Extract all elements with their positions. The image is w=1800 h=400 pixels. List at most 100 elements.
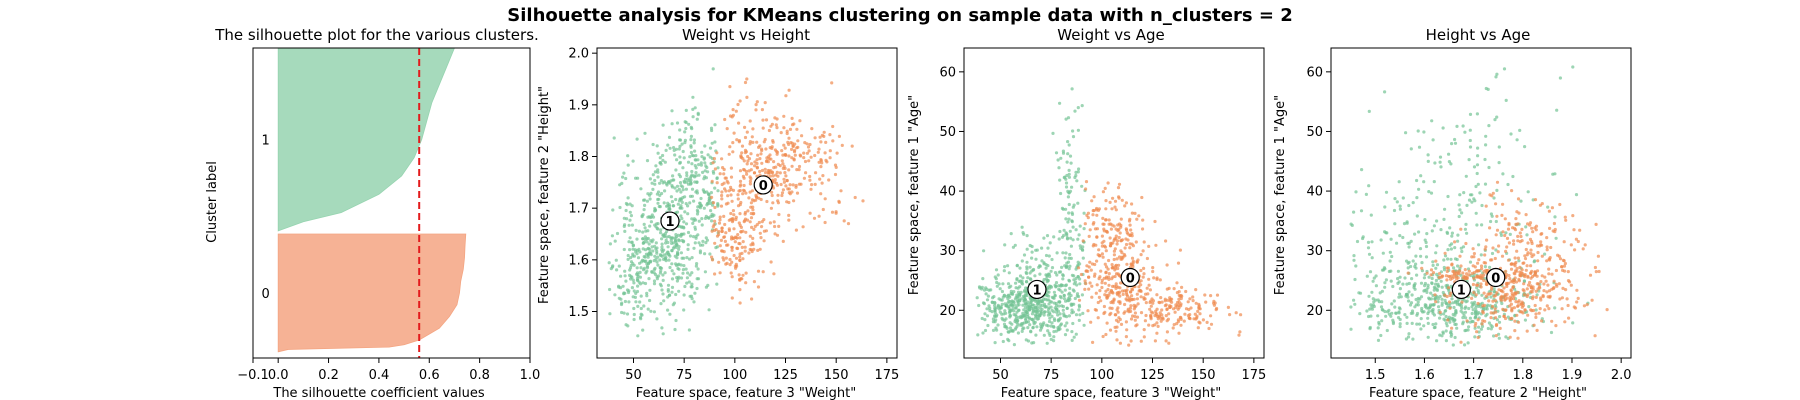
data-point bbox=[615, 268, 619, 272]
data-point bbox=[648, 288, 652, 292]
data-point bbox=[1423, 288, 1427, 292]
data-point bbox=[1108, 328, 1113, 332]
data-point bbox=[629, 277, 633, 281]
data-point bbox=[775, 170, 779, 174]
data-point bbox=[1022, 326, 1026, 330]
data-point bbox=[787, 213, 791, 217]
scatter-ytick-label: 1.7 bbox=[568, 202, 589, 217]
data-point bbox=[1564, 288, 1568, 292]
data-point bbox=[682, 264, 686, 268]
data-point bbox=[793, 153, 797, 157]
data-point bbox=[850, 144, 854, 148]
data-point bbox=[1145, 256, 1149, 261]
data-point bbox=[631, 254, 635, 258]
data-point bbox=[1449, 247, 1453, 251]
data-point bbox=[1125, 298, 1129, 302]
data-point bbox=[1463, 306, 1467, 310]
data-point bbox=[642, 208, 646, 212]
data-point bbox=[1073, 280, 1077, 284]
data-point bbox=[1115, 242, 1119, 246]
data-point bbox=[1068, 286, 1072, 290]
data-point bbox=[1396, 277, 1400, 281]
data-point bbox=[1546, 205, 1550, 209]
data-point bbox=[704, 164, 708, 168]
data-point bbox=[712, 157, 717, 161]
data-point bbox=[1479, 253, 1483, 257]
data-point bbox=[1160, 308, 1164, 312]
data-point bbox=[708, 146, 713, 150]
data-point bbox=[660, 326, 664, 330]
data-point bbox=[1483, 253, 1487, 257]
data-point bbox=[1120, 198, 1124, 202]
data-point bbox=[642, 240, 646, 244]
data-point bbox=[743, 125, 747, 129]
data-point bbox=[1003, 265, 1007, 269]
data-point bbox=[790, 147, 794, 151]
data-point bbox=[677, 238, 681, 242]
data-point bbox=[703, 270, 708, 274]
data-point bbox=[1367, 314, 1371, 319]
data-point bbox=[1113, 325, 1117, 329]
data-point bbox=[632, 281, 636, 285]
data-point bbox=[1526, 190, 1530, 194]
data-point bbox=[1209, 314, 1213, 318]
data-point bbox=[1560, 296, 1564, 300]
data-point bbox=[1025, 315, 1030, 319]
data-point bbox=[1110, 263, 1114, 267]
data-point bbox=[1134, 240, 1138, 244]
data-point bbox=[1581, 247, 1585, 251]
data-point bbox=[1042, 321, 1046, 325]
data-point bbox=[750, 135, 754, 139]
data-point bbox=[771, 139, 775, 143]
data-point bbox=[1033, 274, 1037, 278]
data-point bbox=[1119, 223, 1123, 227]
data-point bbox=[1394, 311, 1398, 315]
data-point bbox=[1458, 208, 1462, 212]
data-point bbox=[1411, 259, 1415, 263]
data-point bbox=[1058, 101, 1062, 105]
data-point bbox=[1554, 268, 1558, 273]
data-point bbox=[745, 218, 750, 222]
data-point bbox=[785, 200, 789, 204]
data-point bbox=[1534, 308, 1538, 312]
scatter-xtick-label: 150 bbox=[824, 368, 849, 383]
data-point bbox=[1132, 297, 1136, 301]
data-point bbox=[827, 178, 831, 182]
data-point bbox=[1420, 266, 1424, 270]
data-point bbox=[1389, 237, 1393, 241]
scatter-ytick-label: 1.8 bbox=[568, 150, 589, 165]
data-point bbox=[751, 242, 755, 247]
data-point bbox=[670, 241, 674, 245]
data-point bbox=[1431, 263, 1435, 267]
data-point bbox=[1072, 203, 1076, 207]
data-point bbox=[742, 220, 746, 224]
data-point bbox=[1569, 243, 1573, 247]
data-point bbox=[1135, 297, 1139, 301]
data-point bbox=[1012, 309, 1016, 313]
data-point bbox=[1424, 255, 1429, 259]
data-point bbox=[1010, 292, 1014, 296]
data-point bbox=[644, 259, 648, 263]
data-point bbox=[1147, 283, 1151, 287]
data-point bbox=[1588, 273, 1593, 277]
data-point bbox=[1534, 289, 1538, 293]
data-point bbox=[643, 226, 647, 230]
silhouette-xtick-label: 0.6 bbox=[419, 368, 440, 383]
data-point bbox=[790, 156, 794, 160]
data-point bbox=[738, 179, 743, 183]
data-point bbox=[678, 138, 682, 142]
data-point bbox=[713, 186, 717, 190]
data-point bbox=[993, 306, 997, 310]
data-point bbox=[763, 101, 767, 105]
data-point bbox=[1024, 302, 1028, 306]
data-point bbox=[1528, 223, 1532, 227]
data-point bbox=[1186, 300, 1190, 304]
data-point bbox=[1407, 290, 1411, 294]
data-point bbox=[797, 168, 801, 172]
data-point bbox=[1076, 275, 1080, 279]
data-point bbox=[667, 203, 671, 207]
data-point bbox=[681, 268, 686, 272]
data-point bbox=[695, 262, 699, 266]
data-point bbox=[1458, 266, 1462, 270]
data-point bbox=[1006, 264, 1010, 268]
